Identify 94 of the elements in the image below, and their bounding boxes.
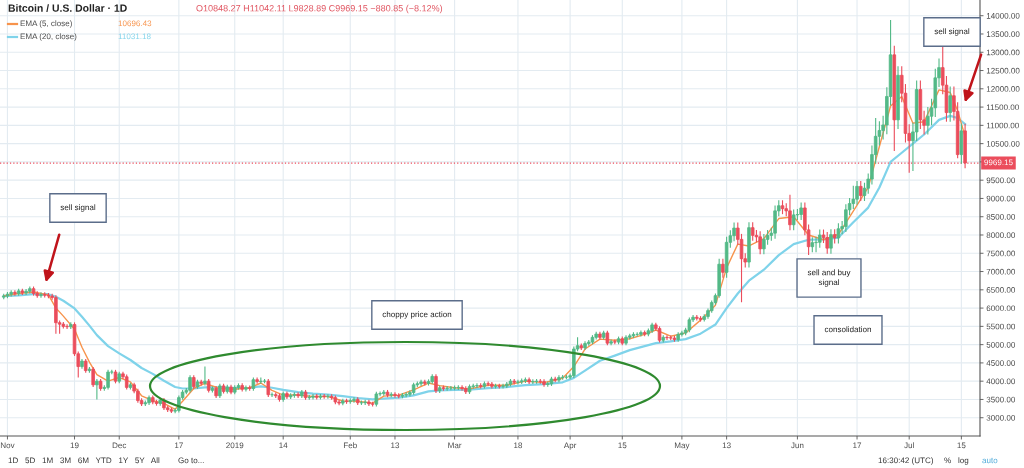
candlestick <box>665 334 669 341</box>
y-tick-label: 14000.00 <box>986 13 1020 19</box>
x-tick-label: May <box>674 442 690 450</box>
y-tick-label: 12000.00 <box>986 86 1020 92</box>
y-tick-label: 8500.00 <box>986 214 1016 220</box>
x-tick-label: Dec <box>112 442 127 449</box>
y-tick-label: 6000.00 <box>986 305 1016 312</box>
candlestick <box>959 122 964 165</box>
annotation: 10696.43 <box>118 20 152 27</box>
candlestick <box>352 396 356 404</box>
y-tick-label: 11500.00 <box>986 104 1019 111</box>
candlestick <box>818 228 822 249</box>
candlestick <box>639 329 643 338</box>
annotation: sell and buy signal <box>807 269 851 287</box>
x-tick-label: 17 <box>853 442 862 449</box>
y-tick-label: 9500.00 <box>986 177 1016 184</box>
candlestick <box>788 194 792 231</box>
y-tick-label: 7000.00 <box>986 268 1016 275</box>
chart-title: Bitcoin / U.S. Dollar · 1D <box>8 4 127 12</box>
candlestick <box>829 228 833 255</box>
candlestick <box>814 236 818 253</box>
text: log <box>958 457 969 465</box>
candlestick <box>773 204 777 240</box>
candlestick <box>65 323 69 330</box>
candlestick <box>859 180 863 202</box>
y-tick-label: 5500.00 <box>986 323 1016 330</box>
y-tick-label: 9000.00 <box>986 195 1016 202</box>
candlestick <box>531 378 535 385</box>
x-tick-label: 13 <box>722 442 731 449</box>
ref-line-label: 9969.15 <box>984 159 1013 166</box>
candlestick <box>948 86 952 123</box>
x-tick-label: Mar <box>448 442 462 449</box>
candlestick <box>799 201 803 221</box>
y-tick-label: 5000.00 <box>986 341 1016 348</box>
y-tick-label: 7500.00 <box>986 250 1016 257</box>
annotation: sell signal <box>934 28 970 36</box>
annotation: consolidation <box>824 326 871 333</box>
y-tick-label: 6500.00 <box>986 287 1016 293</box>
text: 1D 5D 1M 3M 6M YTD 1Y 5Y All <box>8 457 160 464</box>
x-tick-label: 2019 <box>226 442 244 449</box>
candlestick <box>296 391 300 399</box>
candlestick <box>460 384 464 392</box>
candlestick <box>855 180 859 206</box>
annotation: choppy price action <box>382 311 452 319</box>
x-tick-label: Nov <box>0 442 15 449</box>
y-tick-label: 3000.00 <box>986 415 1016 421</box>
y-tick-label: 13000.00 <box>986 49 1020 56</box>
candlestick <box>311 393 315 401</box>
candlestick <box>721 258 725 279</box>
x-tick-label: 15 <box>957 442 966 449</box>
y-tick-label: 10500.00 <box>986 140 1020 147</box>
x-tick-label: 18 <box>514 442 523 449</box>
x-tick-label: Jun <box>791 442 804 449</box>
legend-label: EMA (20, close) <box>20 33 77 41</box>
candlestick <box>445 385 449 392</box>
candlestick <box>203 366 207 387</box>
candlestick <box>762 233 766 255</box>
candlestick <box>95 378 99 401</box>
y-tick-label: 12500.00 <box>986 67 1020 74</box>
candlestick <box>39 291 43 299</box>
text: Go to... <box>178 457 204 464</box>
text: auto <box>982 457 998 464</box>
candlestick <box>106 369 110 391</box>
candlestick <box>680 330 684 338</box>
annotation: 11031.18 <box>118 33 151 40</box>
y-tick-label: 11000.00 <box>986 122 1019 129</box>
text: 16:30:42 (UTC) <box>878 457 934 465</box>
candlestick <box>434 373 438 394</box>
candlestick <box>91 366 95 388</box>
candlestick <box>13 289 17 297</box>
x-tick-label: Jul <box>904 442 914 449</box>
candlestick <box>542 378 546 388</box>
x-tick-label: Feb <box>343 442 357 449</box>
chart-subtitle: O10848.27 H11042.11 L9828.89 C9969.15 −880.85 (−8.12%) <box>196 4 443 14</box>
x-tick-label: 19 <box>70 442 79 449</box>
x-tick-label: 17 <box>174 442 183 449</box>
y-tick-label: 4500.00 <box>986 360 1016 366</box>
x-tick-label: 13 <box>391 442 400 449</box>
y-tick-label: 4000.00 <box>986 378 1016 385</box>
candlestick <box>393 391 397 399</box>
x-tick-label: 15 <box>618 442 627 449</box>
legend-label: EMA (5, close) <box>20 20 72 28</box>
y-tick-label: 13500.00 <box>986 31 1020 37</box>
candlestick <box>862 182 867 202</box>
candlestick <box>758 230 762 255</box>
y-tick-label: 3500.00 <box>986 396 1016 403</box>
text: % <box>944 457 951 464</box>
x-tick-label: 14 <box>279 442 288 449</box>
y-tick-label: 8000.00 <box>986 232 1016 238</box>
candlestick <box>24 288 28 296</box>
candlestick <box>475 382 479 389</box>
candlestick <box>825 231 829 255</box>
x-tick-label: Apr <box>563 442 577 450</box>
annotation: sell signal <box>60 204 96 212</box>
